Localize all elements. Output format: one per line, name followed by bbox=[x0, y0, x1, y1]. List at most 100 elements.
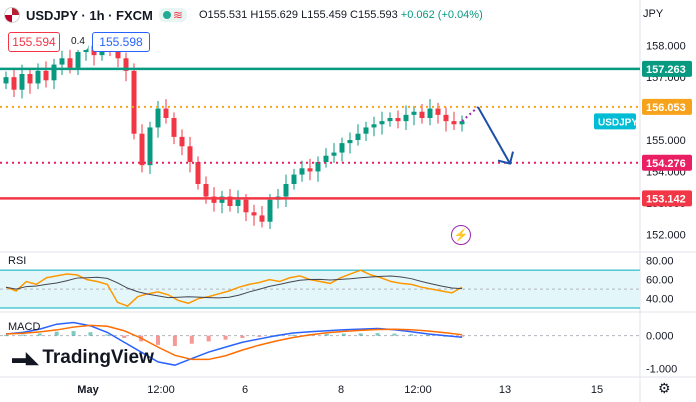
rsi-tick-label: 80.00 bbox=[646, 256, 674, 268]
candle-body bbox=[459, 121, 465, 125]
level-price-tag bbox=[642, 190, 692, 207]
candle-body bbox=[27, 74, 33, 84]
rsi-tick-label: 40.00 bbox=[646, 294, 674, 306]
macd-tick-label: -1.000 bbox=[646, 363, 677, 375]
us-jp-flag-icon bbox=[4, 7, 20, 23]
buy-price-button[interactable]: 155.598 bbox=[92, 32, 150, 52]
candle-body bbox=[259, 215, 265, 222]
macd-histogram-bar bbox=[409, 334, 414, 336]
rsi-tick-label: 60.00 bbox=[646, 275, 674, 287]
macd-histogram-bar bbox=[206, 335, 211, 342]
candle-body bbox=[75, 52, 81, 68]
candle-body bbox=[331, 152, 337, 156]
macd-tick-label: 0.000 bbox=[646, 331, 674, 343]
candle-body bbox=[451, 121, 457, 125]
wave-icon: ≋ bbox=[172, 8, 183, 22]
candle-body bbox=[347, 140, 353, 144]
candle-body bbox=[43, 70, 49, 81]
candle-body bbox=[411, 111, 417, 115]
candle-body bbox=[427, 108, 433, 118]
macd-histogram-bar bbox=[71, 331, 76, 336]
candle-body bbox=[283, 184, 289, 197]
macd-histogram-bar bbox=[240, 335, 245, 338]
candle-body bbox=[195, 162, 201, 184]
macd-histogram-bar bbox=[172, 335, 177, 346]
candle-body bbox=[147, 127, 153, 166]
candle-body bbox=[123, 58, 129, 71]
level-price-tag bbox=[642, 60, 692, 77]
candle-body bbox=[139, 133, 145, 166]
candle-body bbox=[379, 121, 385, 125]
candle-body bbox=[291, 174, 297, 184]
rsi-label: RSI bbox=[8, 255, 26, 267]
spread-value: 0.4 bbox=[68, 32, 88, 50]
macd-histogram-bar bbox=[105, 334, 110, 336]
candle-body bbox=[179, 136, 185, 147]
candle-body bbox=[243, 199, 249, 213]
candle-body bbox=[163, 108, 169, 118]
macd-histogram-bar bbox=[88, 332, 93, 336]
macd-histogram-bar bbox=[189, 335, 194, 344]
level-price-label: 157.263 bbox=[646, 64, 686, 76]
macd-histogram-bar bbox=[392, 333, 397, 336]
price-tick-label: 152.000 bbox=[646, 229, 686, 241]
candle-body bbox=[19, 74, 25, 90]
candle-body bbox=[35, 70, 41, 84]
candle-body bbox=[67, 58, 73, 68]
macd-histogram-bar bbox=[223, 335, 228, 340]
candle-body bbox=[419, 111, 425, 118]
level-price-tag bbox=[642, 154, 692, 171]
level-price-label: 153.142 bbox=[646, 193, 686, 205]
sell-price-button[interactable]: 155.594 bbox=[8, 32, 60, 52]
candle-body bbox=[395, 118, 401, 122]
tradingview-logo: ▬◣ TradingView bbox=[12, 347, 154, 369]
macd-histogram-bar bbox=[156, 335, 160, 345]
macd-histogram-bar bbox=[358, 333, 363, 336]
candle-body bbox=[219, 196, 225, 203]
candle-body bbox=[299, 168, 305, 175]
macd-histogram-bar bbox=[257, 335, 262, 337]
macd-histogram-bar bbox=[291, 334, 296, 336]
candle-body bbox=[435, 108, 441, 115]
candle-body bbox=[443, 114, 449, 122]
symbol-header: USDJPY · 1h · FXCM ≋ O155.531 H155.629 L… bbox=[4, 4, 483, 26]
rsi-sma-line bbox=[5, 275, 463, 299]
candle-body bbox=[307, 168, 313, 172]
symbol-title[interactable]: USDJPY · 1h · FXCM bbox=[26, 7, 153, 23]
candle-body bbox=[171, 118, 177, 137]
symbol-price-tag-label: USDJPY bbox=[598, 117, 638, 128]
brand-name: TradingView bbox=[42, 347, 154, 368]
macd-signal-line bbox=[5, 324, 463, 361]
currency-label[interactable]: JPY bbox=[643, 8, 664, 20]
symbol-price-tag bbox=[594, 113, 636, 130]
candles-group bbox=[3, 36, 465, 229]
macd-histogram-bar bbox=[20, 334, 25, 336]
time-tick-label: 8 bbox=[338, 384, 344, 396]
projection-arrow-head bbox=[497, 151, 514, 165]
candle-body bbox=[363, 127, 369, 134]
candle-body bbox=[403, 114, 409, 122]
candle-body bbox=[155, 108, 161, 128]
macd-histogram-bar bbox=[324, 333, 329, 336]
macd-histogram-bar bbox=[4, 335, 8, 337]
candle-body bbox=[267, 199, 273, 222]
candle-body bbox=[227, 196, 233, 206]
time-tick-label: 12:00 bbox=[404, 384, 432, 396]
market-open-dot bbox=[162, 11, 171, 19]
candle-body bbox=[187, 146, 193, 162]
macd-histogram-bar bbox=[54, 331, 59, 336]
candle-body bbox=[11, 77, 17, 90]
candle-body bbox=[339, 143, 345, 153]
macd-histogram-bar bbox=[375, 333, 380, 336]
time-tick-label: May bbox=[77, 384, 99, 396]
bolt-icon[interactable]: ⚡ bbox=[451, 225, 471, 245]
market-status-pill[interactable]: ≋ bbox=[158, 8, 187, 22]
level-price-tag bbox=[642, 98, 692, 115]
macd-histogram-bar bbox=[122, 335, 127, 338]
ohlc-readout: O155.531 H155.629 L155.459 C155.593 +0.0… bbox=[199, 9, 483, 21]
candle-body bbox=[387, 118, 393, 122]
gear-icon[interactable]: ⚙ bbox=[658, 380, 671, 396]
candle-body bbox=[371, 124, 377, 128]
